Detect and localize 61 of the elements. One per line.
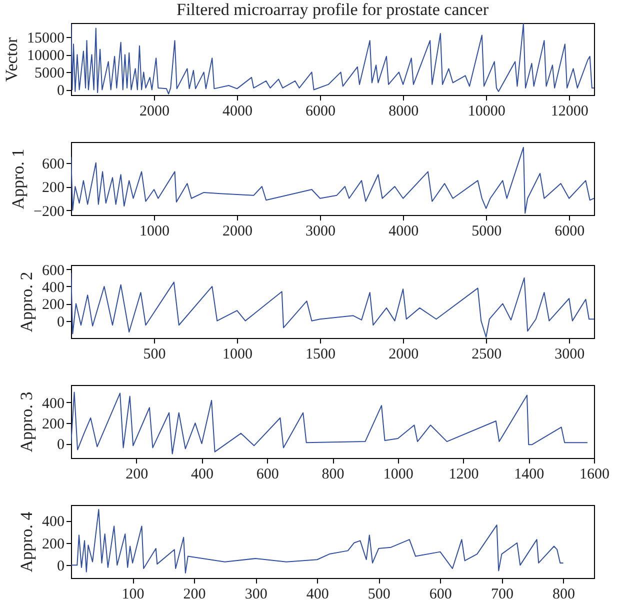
line-series [71, 146, 594, 214]
x-tick-label: 600 [429, 586, 452, 600]
x-tick-label: 300 [244, 586, 268, 600]
x-tick-label: 2000 [140, 104, 170, 120]
y-axis-title: Appro. 4 [17, 511, 36, 572]
y-tick-label: 5000 [34, 66, 64, 82]
line-series [71, 392, 588, 454]
y-axis-title: Appro. 3 [17, 392, 36, 452]
x-tick-label: 700 [490, 586, 514, 600]
y-tick-label: 0 [57, 558, 64, 575]
x-tick-label: 5000 [472, 224, 502, 240]
x-tick-label: 12000 [550, 104, 588, 120]
x-tick-label: 400 [306, 586, 329, 600]
x-tick-label: 1600 [580, 466, 610, 482]
x-tick-label: 1000 [222, 346, 253, 362]
x-tick-label: 200 [126, 466, 148, 482]
y-tick-label: 0 [57, 314, 64, 330]
x-tick-label: 4000 [222, 104, 253, 120]
y-tick-label: 200 [42, 180, 64, 196]
x-tick-label: 2000 [388, 346, 419, 362]
y-axis-title: Appro. 2 [17, 272, 36, 332]
x-tick-label: 1000 [383, 466, 414, 482]
x-tick-label: 100 [122, 586, 144, 600]
y-tick-label: 600 [42, 262, 64, 279]
x-tick-label: 4000 [388, 224, 419, 240]
y-tick-label: 15000 [27, 30, 64, 47]
x-tick-label: 800 [322, 466, 344, 482]
x-tick-label: 8000 [388, 104, 419, 120]
x-tick-label: 500 [368, 586, 390, 600]
x-tick-label: 3000 [554, 346, 585, 362]
x-tick-label: 1200 [448, 466, 479, 482]
x-tick-label: 500 [143, 346, 166, 362]
y-tick-label: 200 [42, 297, 64, 314]
chart-title: Filtered microarray profile for prostate cancer [176, 0, 489, 19]
x-tick-label: 1400 [514, 466, 544, 482]
y-tick-label: 400 [42, 396, 64, 412]
x-tick-label: 6000 [554, 224, 585, 240]
x-tick-label: 3000 [306, 224, 336, 240]
y-tick-label: −200 [34, 204, 64, 220]
y-tick-label: 10000 [27, 48, 64, 64]
y-axis-title: Appro. 1 [8, 148, 28, 210]
line-series [71, 508, 564, 574]
y-tick-label: 0 [57, 83, 64, 100]
y-tick-label: 600 [42, 156, 64, 172]
x-tick-label: 2500 [472, 346, 502, 362]
x-tick-label: 400 [191, 466, 214, 482]
y-axis-title: Vector [2, 36, 21, 82]
y-tick-label: 200 [42, 536, 64, 552]
y-tick-label: 200 [42, 416, 64, 433]
line-series [71, 272, 594, 338]
x-tick-label: 2000 [222, 224, 253, 240]
x-tick-label: 600 [256, 466, 279, 482]
x-tick-label: 1000 [140, 224, 170, 240]
x-tick-label: 6000 [306, 104, 336, 120]
y-tick-label: 400 [42, 280, 64, 296]
y-tick-label: 0 [57, 437, 64, 454]
x-tick-label: 10000 [468, 104, 506, 120]
x-tick-label: 200 [183, 586, 206, 600]
x-tick-label: 800 [552, 586, 575, 600]
y-tick-label: 400 [42, 514, 64, 530]
x-tick-label: 1500 [306, 346, 336, 362]
